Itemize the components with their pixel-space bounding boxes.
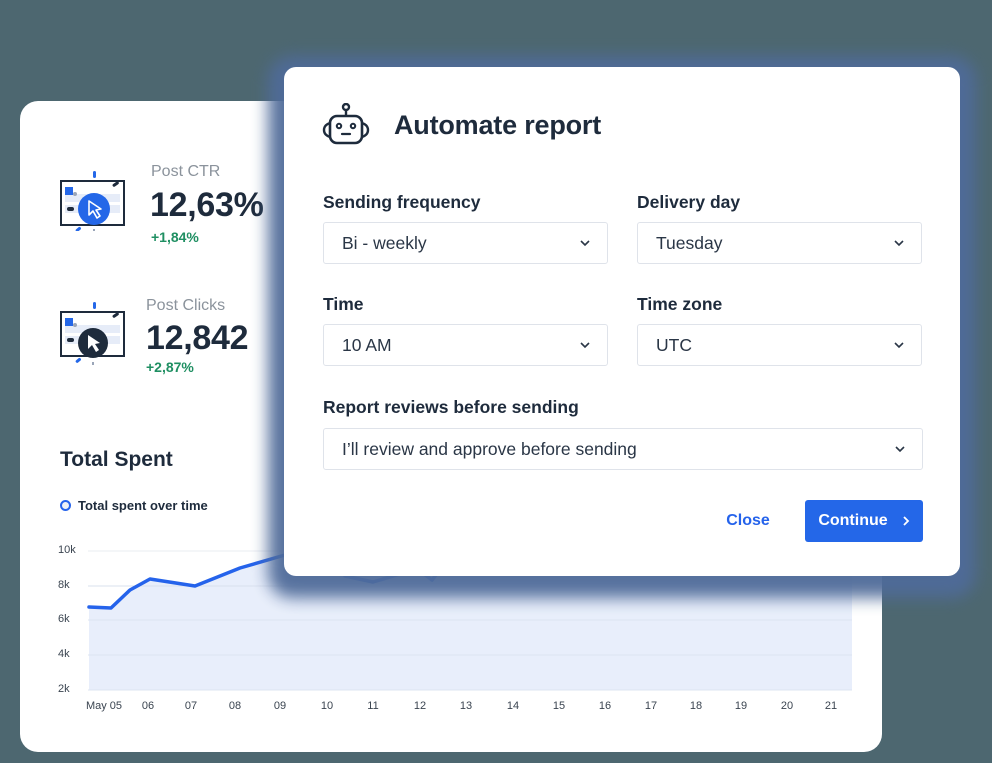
- legend-dot-icon: [60, 500, 71, 511]
- time-label: Time: [323, 294, 364, 314]
- x-tick: 16: [598, 700, 612, 712]
- x-tick: 19: [734, 700, 748, 712]
- chart-legend: Total spent over time: [60, 498, 208, 513]
- time-select[interactable]: 10 AM: [323, 324, 608, 366]
- frequency-value: Bi - weekly: [342, 232, 427, 253]
- x-tick: 18: [689, 700, 703, 712]
- delivery-day-value: Tuesday: [656, 232, 723, 253]
- x-tick: May 05: [85, 700, 123, 712]
- metric-value: 12,842: [146, 319, 249, 357]
- x-tick: 14: [506, 700, 520, 712]
- chevron-down-icon: [580, 342, 590, 349]
- metric-post-ctr: Post CTR 12,63% +1,84%: [60, 161, 300, 261]
- x-tick: 12: [413, 700, 427, 712]
- frequency-label: Sending frequency: [323, 192, 481, 212]
- x-tick: 06: [141, 700, 155, 712]
- x-tick: 15: [552, 700, 566, 712]
- section-title: Total Spent: [60, 448, 173, 471]
- continue-button[interactable]: Continue: [805, 500, 923, 542]
- metric-delta: +1,84%: [151, 229, 199, 245]
- x-tick: 09: [273, 700, 287, 712]
- review-label: Report reviews before sending: [323, 397, 579, 417]
- x-tick: 20: [780, 700, 794, 712]
- x-tick: 17: [644, 700, 658, 712]
- chevron-right-icon: [903, 516, 909, 526]
- chevron-down-icon: [894, 342, 904, 349]
- y-tick: 6k: [58, 613, 70, 625]
- time-value: 10 AM: [342, 334, 392, 355]
- x-tick: 13: [459, 700, 473, 712]
- metric-label: Post CTR: [151, 163, 221, 180]
- y-tick: 2k: [58, 683, 70, 695]
- x-tick: 10: [320, 700, 334, 712]
- modal-title: Automate report: [394, 109, 602, 140]
- close-button[interactable]: Close: [726, 512, 770, 529]
- x-tick: 21: [824, 700, 838, 712]
- review-select[interactable]: I’ll review and approve before sending: [323, 428, 923, 470]
- delivery-day-select[interactable]: Tuesday: [637, 222, 922, 264]
- time-zone-label: Time zone: [637, 294, 723, 314]
- frequency-select[interactable]: Bi - weekly: [323, 222, 608, 264]
- legend-label: Total spent over time: [78, 498, 208, 513]
- robot-icon: [322, 103, 370, 145]
- metric-delta: +2,87%: [146, 359, 194, 375]
- x-tick: 11: [367, 700, 379, 712]
- click-through-icon: [60, 171, 125, 231]
- x-tick: 08: [228, 700, 242, 712]
- time-zone-select[interactable]: UTC: [637, 324, 922, 366]
- y-tick: 4k: [58, 648, 70, 660]
- metric-value: 12,63%: [150, 186, 264, 224]
- review-value: I’ll review and approve before sending: [342, 438, 637, 459]
- chevron-down-icon: [580, 240, 590, 247]
- automate-report-modal: Automate report Sending frequency Bi - w…: [284, 67, 960, 576]
- delivery-day-label: Delivery day: [637, 192, 741, 212]
- chevron-down-icon: [895, 446, 905, 453]
- time-zone-value: UTC: [656, 334, 692, 355]
- metric-label: Post Clicks: [146, 297, 226, 314]
- y-tick: 10k: [58, 544, 76, 556]
- modal-header: Automate report: [322, 103, 601, 147]
- clicks-icon: [60, 302, 125, 365]
- y-tick: 8k: [58, 579, 70, 591]
- metric-post-clicks: Post Clicks 12,842 +2,87%: [60, 295, 300, 395]
- chevron-down-icon: [894, 240, 904, 247]
- x-tick: 07: [184, 700, 198, 712]
- continue-label: Continue: [818, 512, 888, 529]
